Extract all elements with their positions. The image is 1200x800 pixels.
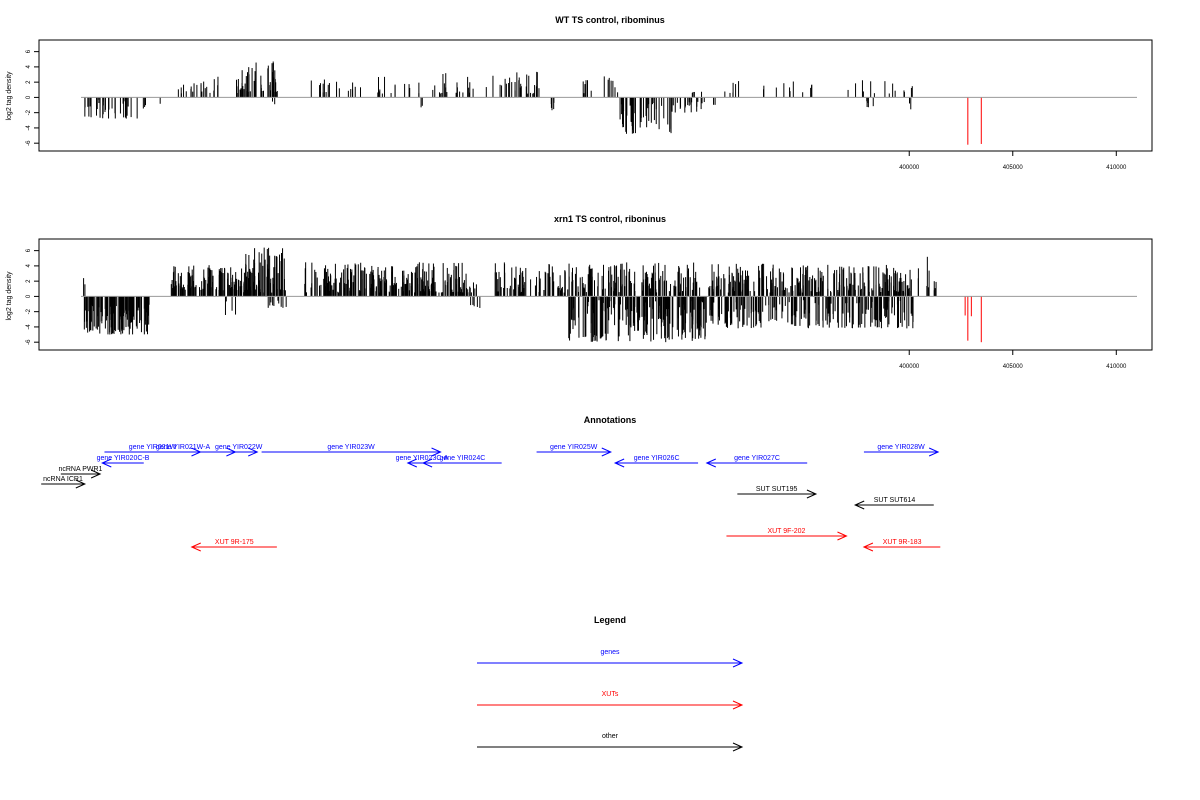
annotation-feature: gene YIR025W [536,444,613,457]
feature-arrowhead [431,447,442,457]
annotation-label: gene YIR021W-A [156,444,211,451]
y-tick-label: -6 [26,339,32,345]
density-bars [81,61,1137,145]
x-ticks: 400000 405000 410000 [899,350,1127,370]
legend-label: other [602,733,619,740]
annotation-label: gene YIR025W [550,444,598,451]
annotation-label: gene YIR028W [877,444,925,451]
y-tick-label: -4 [26,324,32,330]
feature-arrowhead [75,479,87,489]
feature-arrowhead [862,542,874,552]
legend-items: genes XUTs other [477,649,744,752]
feature-arrowhead [421,458,433,468]
x-tick-label: 405000 [1003,364,1024,370]
feature-arrowhead [406,458,418,468]
annotation-label: XUT 9R-175 [215,539,254,546]
x-tick-label: 410000 [1106,165,1127,171]
annotations-title: Annotations [584,415,637,425]
y-axis-label: log2 tag density [6,71,13,121]
annotation-feature: gene YIR022W [215,444,263,457]
xrn1-density-panel: xrn1 TS control, riboninus log2 tag dens… [6,214,1153,370]
annotation-feature: gene YIR028W [863,444,940,457]
y-tick-label: -2 [26,109,32,115]
feature-arrowhead [732,700,744,710]
x-tick-label: 400000 [899,364,920,370]
y-tick-label: 6 [26,49,32,53]
annotation-label: ncRNA ICR1 [43,476,83,483]
annotation-label: gene YIR024C [439,455,485,462]
legend-item: other [477,733,744,752]
y-ticks: -6 -4 -2 0 2 4 6 [26,49,39,146]
x-tick-label: 400000 [899,165,920,171]
annotation-feature: gene YIR020C-B [97,455,150,468]
annotation-label: gene YIR023C-A [396,455,449,462]
x-tick-label: 410000 [1106,364,1127,370]
y-tick-label: 2 [26,80,32,84]
y-tick-label: 4 [26,65,32,69]
annotation-feature: SUT SUT614 [853,497,934,510]
y-tick-label: -4 [26,125,32,131]
annotation-feature: XUT 9R-183 [862,539,941,552]
annotation-label: gene YIR020C-B [97,455,150,462]
y-tick-label: -6 [26,140,32,146]
annotation-feature: XUT 9R-175 [190,539,277,552]
annotation-label: gene YIR023W [327,444,375,451]
legend-item: XUTs [477,691,744,710]
feature-arrowhead [837,531,848,541]
x-tick-label: 405000 [1003,165,1024,171]
feature-arrowhead [601,447,613,457]
annotation-feature: gene YIR023W [261,444,442,457]
annotation-feature: ncRNA PWR1 [58,466,103,479]
legend-title: Legend [594,615,626,625]
annotation-label: gene YIR027C [734,455,780,462]
density-bars [81,247,1137,343]
feature-arrowhead [806,489,818,499]
annotation-label: XUT 9R-183 [883,539,922,546]
annotation-feature: gene YIR024C [421,455,502,468]
annotation-label: gene YIR026C [634,455,680,462]
feature-arrowhead [90,469,102,479]
feature-arrowhead [732,742,744,752]
plot-frame [38,238,1153,351]
annotation-feature: gene YIR027C [705,455,808,468]
y-tick-label: 6 [26,248,32,252]
annotation-label: XUT 9F-202 [767,528,805,535]
feature-arrowhead [248,447,259,457]
y-ticks: -6 -4 -2 0 2 4 6 [26,248,39,345]
feature-arrowhead [101,458,112,468]
annotation-label: gene YIR022W [215,444,263,451]
legend: Legend genes XUTs other [477,615,744,752]
x-ticks: 400000 405000 410000 [899,151,1127,171]
feature-arrowhead [732,658,744,668]
annotation-label: SUT SUT195 [756,486,798,493]
annotations-track: Annotations ncRNA ICR1 ncRNA PWR1 gene YIR… [41,415,941,552]
y-tick-label: 4 [26,264,32,268]
y-tick-label: 0 [26,95,32,99]
annotation-label: gene YIR021W [129,444,177,451]
feature-arrowhead [928,447,940,457]
y-tick-label: 0 [26,294,32,298]
y-tick-label: 2 [26,279,32,283]
feature-arrowhead [705,458,717,468]
feature-arrowhead [853,500,865,510]
legend-item: genes [477,649,744,668]
annotation-feature: SUT SUT195 [737,486,818,499]
legend-label: genes [600,649,620,656]
wt-density-panel: WT TS control, ribominus log2 tag densit… [6,15,1153,171]
annotation-features: ncRNA ICR1 ncRNA PWR1 gene YIR020C-B gene Y… [41,444,941,552]
feature-arrowhead [613,458,625,468]
panel-title: xrn1 TS control, riboninus [554,214,666,224]
annotation-label: ncRNA PWR1 [58,466,102,473]
legend-label: XUTs [602,691,619,698]
feature-arrowhead [190,542,201,552]
panel-title: WT TS control, ribominus [555,15,665,25]
annotation-feature: XUT 9F-202 [726,528,848,541]
annotation-label: SUT SUT614 [874,497,916,504]
annotation-feature: gene YIR026C [613,455,699,468]
annotation-feature: ncRNA ICR1 [41,476,87,489]
plot-frame [38,39,1153,152]
y-tick-label: -2 [26,308,32,314]
y-axis-label: log2 tag density [6,271,13,321]
